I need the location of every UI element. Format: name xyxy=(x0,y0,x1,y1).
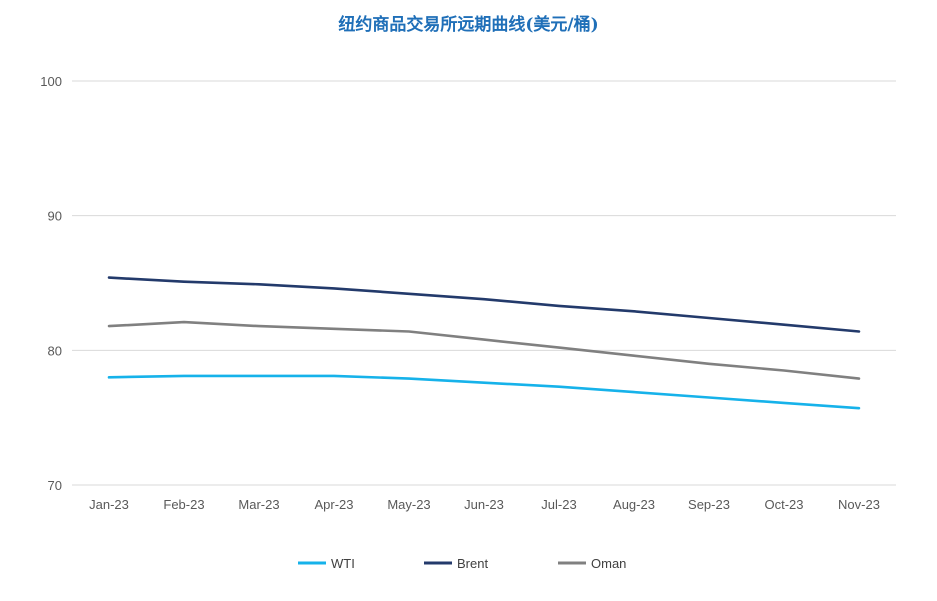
series-line-brent xyxy=(107,276,861,333)
gridlines xyxy=(72,80,896,486)
y-tick-label: 90 xyxy=(48,209,62,224)
chart-title: 纽约商品交易所远期曲线(美元/桶) xyxy=(338,15,599,35)
x-tick-label: Jan-23 xyxy=(89,497,129,512)
x-tick-label: May-23 xyxy=(387,497,430,512)
x-tick-label: Jun-23 xyxy=(464,497,504,512)
legend-label-oman: Oman xyxy=(591,556,626,571)
y-tick-label: 70 xyxy=(48,478,62,493)
x-tick-label: Jul-23 xyxy=(541,497,576,512)
series-lines xyxy=(107,276,861,410)
x-tick-label: Sep-23 xyxy=(688,497,730,512)
x-tick-label: Nov-23 xyxy=(838,497,880,512)
legend: WTI Brent Oman xyxy=(298,556,626,571)
x-tick-label: Mar-23 xyxy=(238,497,279,512)
y-tick-label: 100 xyxy=(40,74,62,89)
legend-label-brent: Brent xyxy=(457,556,488,571)
y-tick-label: 80 xyxy=(48,343,62,358)
x-axis-ticks: Jan-23 Feb-23 Mar-23 Apr-23 May-23 Jun-23 Jul-… xyxy=(89,497,880,512)
legend-label-wti: WTI xyxy=(331,556,355,571)
x-tick-label: Feb-23 xyxy=(163,497,204,512)
series-line-oman xyxy=(107,320,861,380)
x-tick-label: Apr-23 xyxy=(314,497,353,512)
y-axis-ticks: 70 80 90 100 xyxy=(40,74,62,493)
x-tick-label: Aug-23 xyxy=(613,497,655,512)
x-tick-label: Oct-23 xyxy=(764,497,803,512)
series-line-wti xyxy=(107,374,861,410)
